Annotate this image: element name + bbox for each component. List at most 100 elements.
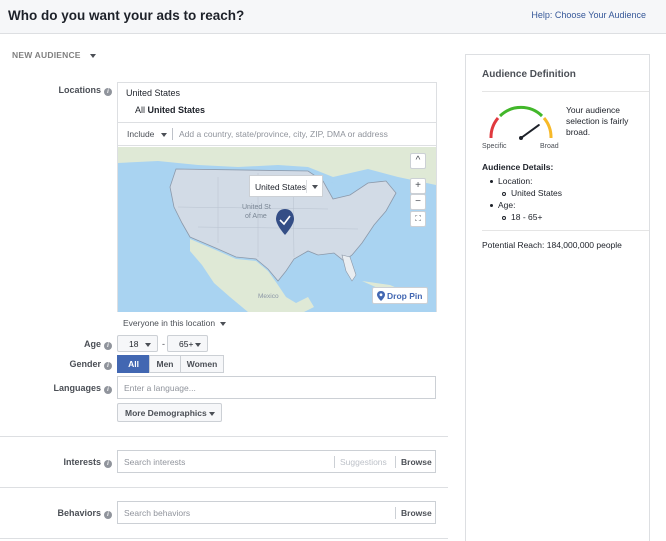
- behaviors-label-text: Behaviors: [57, 508, 101, 518]
- map-popup-label: United States: [255, 182, 307, 192]
- age-min-select[interactable]: 18: [117, 335, 158, 352]
- gauge-specific-label: Specific: [482, 143, 507, 150]
- age-max-value: 65+: [179, 339, 194, 349]
- interests-suggestions-link[interactable]: Suggestions: [340, 457, 387, 467]
- audience-detail-age-value: 18 - 65+: [502, 212, 542, 222]
- map-zoom-out-button[interactable]: −: [410, 194, 426, 210]
- map-label-mexico: Mexico: [258, 293, 279, 300]
- interests-browse-button[interactable]: Browse: [401, 457, 432, 467]
- map-collapse-button[interactable]: ^: [410, 153, 426, 169]
- map-label-us-1: United St: [242, 204, 271, 211]
- more-demographics-label: More Demographics: [125, 408, 207, 418]
- pin-icon: [377, 291, 385, 301]
- behaviors-input[interactable]: Search behaviors Browse: [117, 501, 436, 524]
- chevron-down-icon: [145, 343, 151, 347]
- bullet: [502, 215, 506, 220]
- age-label: Age i: [40, 339, 112, 350]
- include-bar: Include Add a country, state/province, c…: [118, 122, 436, 146]
- divider: [482, 91, 649, 92]
- audience-definition-title: Audience Definition: [482, 69, 576, 80]
- languages-label-text: Languages: [53, 383, 101, 393]
- new-audience-label: NEW AUDIENCE: [12, 50, 81, 60]
- behaviors-placeholder: Search behaviors: [124, 508, 191, 518]
- locations-label-text: Locations: [58, 85, 101, 95]
- divider: [0, 538, 448, 539]
- chevron-down-icon: [195, 343, 201, 347]
- interests-label-text: Interests: [63, 457, 101, 467]
- location-search-input[interactable]: Add a country, state/province, city, ZIP…: [179, 129, 388, 139]
- age-detail-label: Age:: [498, 200, 516, 210]
- audience-detail-location-value: United States: [502, 188, 562, 198]
- divider: [172, 128, 173, 140]
- map-graphic: [118, 147, 436, 312]
- map-label-us-2: of Ame: [245, 213, 267, 220]
- map-fullscreen-button[interactable]: ⛶: [410, 211, 426, 227]
- behaviors-label: Behaviors i: [40, 508, 112, 519]
- chevron-down-icon: [312, 185, 318, 189]
- info-icon[interactable]: i: [104, 88, 112, 96]
- audience-detail-location: Location:: [490, 176, 533, 186]
- gender-all-button[interactable]: All: [117, 355, 150, 373]
- divider: [0, 436, 448, 437]
- new-audience-menu[interactable]: NEW AUDIENCE: [12, 50, 96, 60]
- languages-label: Languages i: [40, 383, 112, 394]
- divider: [395, 456, 396, 468]
- age-min-value: 18: [129, 339, 139, 349]
- interests-input[interactable]: Search interests Suggestions Browse: [117, 450, 436, 473]
- info-icon[interactable]: i: [104, 511, 112, 519]
- divider: [306, 180, 307, 193]
- divider: [482, 230, 649, 231]
- location-scope-dropdown[interactable]: Everyone in this location: [123, 318, 227, 328]
- interests-label: Interests i: [40, 457, 112, 468]
- gender-men-button[interactable]: Men: [149, 355, 181, 373]
- info-icon[interactable]: i: [104, 386, 112, 394]
- location-all-item[interactable]: All United States: [135, 105, 205, 115]
- languages-placeholder: Enter a language...: [124, 383, 196, 393]
- location-country[interactable]: United States: [126, 88, 181, 98]
- location-all-prefix: All: [135, 105, 146, 115]
- gender-selector: All Men Women: [117, 355, 224, 373]
- interests-placeholder: Search interests: [124, 457, 186, 467]
- map-location-popup[interactable]: United States: [249, 175, 323, 197]
- audience-detail-age: Age:: [490, 200, 516, 210]
- gender-women-button[interactable]: Women: [180, 355, 224, 373]
- info-icon[interactable]: i: [104, 362, 112, 370]
- locations-label: Locations i: [40, 85, 112, 96]
- divider: [0, 487, 448, 488]
- languages-input[interactable]: Enter a language...: [117, 376, 436, 399]
- location-value: United States: [511, 188, 563, 198]
- include-label: Include: [127, 129, 155, 139]
- age-detail-value: 18 - 65+: [511, 212, 543, 222]
- info-icon[interactable]: i: [104, 342, 112, 350]
- age-label-text: Age: [83, 339, 101, 349]
- page-title: Who do you want your ads to reach?: [8, 8, 245, 23]
- gender-label-text: Gender: [69, 359, 101, 369]
- audience-definition-panel: Audience Definition Specific Broad Your …: [465, 54, 650, 541]
- age-max-select[interactable]: 65+: [167, 335, 208, 352]
- help-link[interactable]: Help: Choose Your Audience: [531, 10, 646, 20]
- gender-label: Gender i: [40, 359, 112, 370]
- location-scope-label: Everyone in this location: [123, 318, 216, 328]
- behaviors-browse-button[interactable]: Browse: [401, 508, 432, 518]
- drop-pin-button[interactable]: Drop Pin: [372, 287, 428, 304]
- top-bar: Who do you want your ads to reach? Help:…: [0, 0, 666, 34]
- age-range-dash: -: [162, 339, 165, 349]
- location-label: Location:: [498, 176, 533, 186]
- info-icon[interactable]: i: [104, 460, 112, 468]
- gauge-needle: [520, 124, 540, 139]
- audience-breadth-description: Your audience selection is fairly broad.: [566, 105, 629, 137]
- bullet: [502, 191, 506, 196]
- more-demographics-button[interactable]: More Demographics: [117, 403, 222, 422]
- bullet: [490, 180, 493, 184]
- map-zoom-in-button[interactable]: +: [410, 178, 426, 194]
- include-dropdown[interactable]: Include: [127, 129, 168, 139]
- divider: [395, 507, 396, 519]
- audience-breadth-gauge: [489, 105, 553, 140]
- drop-pin-label: Drop Pin: [387, 291, 423, 301]
- gauge-broad-label: Broad: [540, 143, 559, 150]
- bullet: [490, 204, 493, 208]
- divider: [334, 456, 335, 468]
- potential-reach: Potential Reach: 184,000,000 people: [482, 240, 622, 250]
- location-map[interactable]: United St of Ame Mexico United States ^ …: [118, 147, 436, 312]
- chevron-down-icon: [161, 132, 168, 137]
